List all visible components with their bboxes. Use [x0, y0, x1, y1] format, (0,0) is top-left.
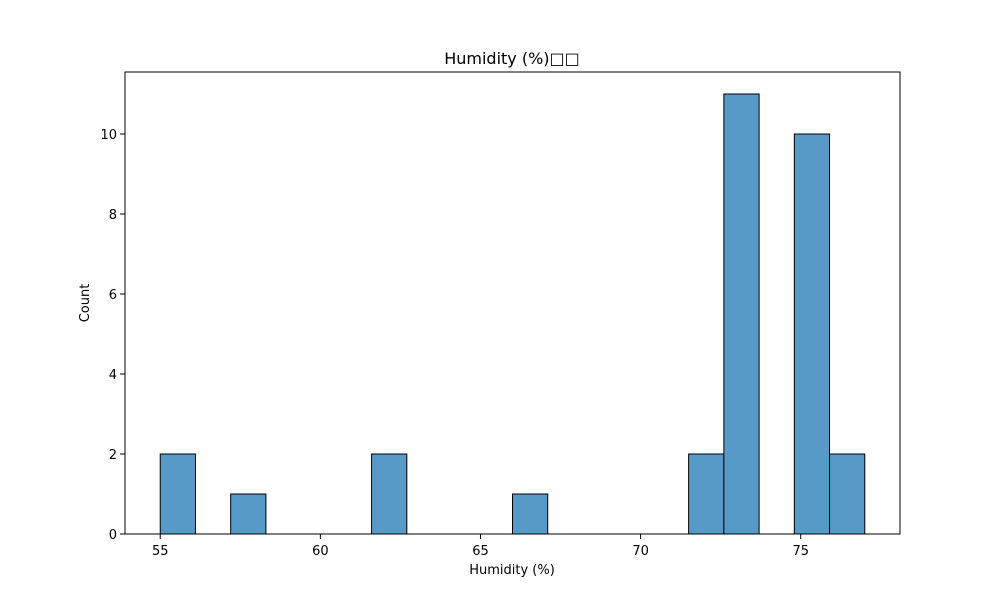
histogram-bar	[723, 93, 760, 535]
histogram-bar	[159, 453, 196, 535]
histogram-bar	[829, 453, 866, 535]
y-tick-label: 4	[109, 368, 117, 383]
x-tick-label: 75	[792, 544, 809, 559]
y-axis-label: Count	[78, 284, 93, 323]
plot-area-frame	[124, 71, 901, 535]
x-tick-label: 65	[472, 544, 489, 559]
y-tick-label: 8	[109, 208, 117, 223]
histogram-bar	[230, 493, 267, 535]
x-axis-ticks: 55 60 65 70 75	[152, 534, 809, 559]
histogram-bar	[793, 133, 831, 535]
x-tick-label: 55	[152, 544, 169, 559]
chart-title: Humidity (%)□□	[444, 49, 580, 68]
histogram-bar	[371, 453, 408, 535]
y-tick-label: 2	[109, 448, 117, 463]
x-tick-label: 70	[632, 544, 649, 559]
y-axis-ticks: 0 2 4 6 8 10	[100, 128, 125, 543]
x-tick-label: 60	[312, 544, 329, 559]
histogram-bar	[688, 453, 725, 535]
bars-group	[159, 93, 866, 535]
y-tick-label: 0	[109, 528, 117, 543]
histogram-bar	[512, 493, 549, 535]
y-tick-label: 6	[109, 288, 117, 303]
x-axis-label: Humidity (%)	[469, 563, 555, 578]
y-tick-label: 10	[100, 128, 117, 143]
